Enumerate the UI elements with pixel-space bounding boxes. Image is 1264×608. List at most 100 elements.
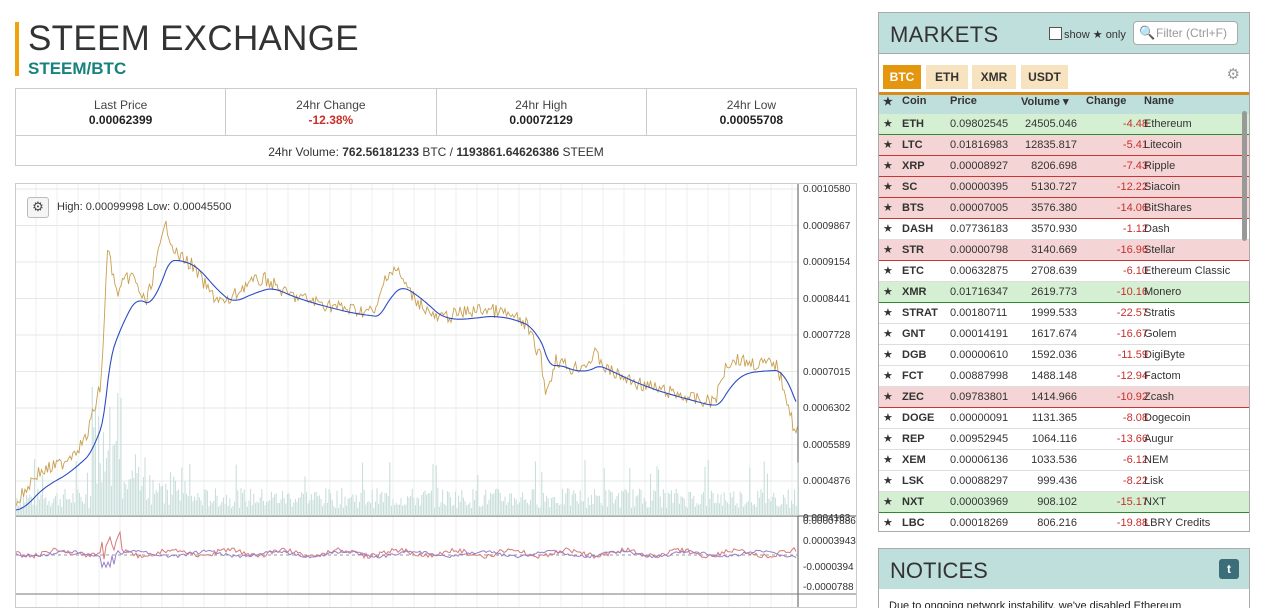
market-price: 0.00006136 xyxy=(950,454,1009,466)
price-chart[interactable]: ⚙ High: 0.00099998 Low: 0.00045500 0.001… xyxy=(15,183,857,608)
market-row-strat[interactable]: ★ STRAT 0.00180711 1999.533 -22.57 Stratis xyxy=(879,303,1249,324)
markets-settings-gear-icon[interactable]: ⚙ xyxy=(1226,66,1240,83)
favorite-star-icon[interactable]: ★ xyxy=(883,223,893,235)
market-name: Lisk xyxy=(1144,475,1164,487)
market-price: 0.00008927 xyxy=(950,160,1009,172)
market-row-xrp[interactable]: ★ XRP 0.00008927 8206.698 -7.43 Ripple xyxy=(879,156,1249,177)
favorite-star-icon[interactable]: ★ xyxy=(883,307,893,319)
notices-header: NOTICES t xyxy=(879,549,1249,589)
stat-label: 24hr High xyxy=(515,98,568,112)
market-row-dgb[interactable]: ★ DGB 0.00000610 1592.036 -11.59 DigiByte xyxy=(879,345,1249,366)
market-name: BitShares xyxy=(1144,202,1192,214)
market-volume: 1488.148 xyxy=(1031,370,1077,382)
market-row-fct[interactable]: ★ FCT 0.00887998 1488.148 -12.94 Factom xyxy=(879,366,1249,387)
favorite-star-icon[interactable]: ★ xyxy=(883,244,893,256)
market-price: 0.00887998 xyxy=(950,370,1009,382)
market-row-doge[interactable]: ★ DOGE 0.00000091 1131.365 -8.08 Dogecoin xyxy=(879,408,1249,429)
market-change: -12.22 xyxy=(1116,181,1148,193)
market-row-etc[interactable]: ★ ETC 0.00632875 2708.639 -6.10 Ethereum Clas… xyxy=(879,261,1249,282)
col-change[interactable]: Change xyxy=(1086,95,1127,107)
page-title: STEEM EXCHANGE xyxy=(28,19,359,58)
market-change: -13.66 xyxy=(1116,433,1148,445)
market-row-zec[interactable]: ★ ZEC 0.09783801 1414.966 -10.92 Zcash xyxy=(879,387,1249,408)
favorite-star-icon[interactable]: ★ xyxy=(883,349,893,361)
market-row-xmr[interactable]: ★ XMR 0.01716347 2619.773 -10.16 Monero xyxy=(879,282,1249,303)
market-row-sc[interactable]: ★ SC 0.00000395 5130.727 -12.22 Siacoin xyxy=(879,177,1249,198)
market-change: -8.08 xyxy=(1122,412,1148,424)
market-row-lbc[interactable]: ★ LBC 0.00018269 806.216 -19.88 LBRY Credits xyxy=(879,513,1249,531)
tab-xmr[interactable]: XMR xyxy=(972,65,1016,89)
notices-panel: NOTICES t Due to ongoing network instabi… xyxy=(878,548,1250,608)
market-row-eth[interactable]: ★ ETH 0.09802545 24505.046 -4.48 Ethereum xyxy=(879,114,1249,135)
price-tick-label: 0.0007015 xyxy=(803,366,851,378)
favorite-star-icon[interactable]: ★ xyxy=(883,412,893,424)
favorite-star-icon[interactable]: ★ xyxy=(883,286,893,298)
market-row-lsk[interactable]: ★ LSK 0.00088297 999.436 -8.22 Lisk xyxy=(879,471,1249,492)
price-chart-canvas[interactable] xyxy=(16,184,857,608)
market-name: DigiByte xyxy=(1144,349,1185,361)
market-row-dash[interactable]: ★ DASH 0.07736183 3570.930 -1.12 Dash xyxy=(879,219,1249,240)
market-coin: DGB xyxy=(902,349,927,361)
favorites-checkbox[interactable] xyxy=(1049,27,1062,40)
markets-table-body: ★ ETH 0.09802545 24505.046 -4.48 Ethereum ★ LTC… xyxy=(879,114,1249,531)
stat-value: 0.00072129 xyxy=(509,113,573,127)
market-change: -19.88 xyxy=(1116,517,1148,529)
favorite-star-icon[interactable]: ★ xyxy=(883,370,893,382)
market-volume: 908.102 xyxy=(1037,496,1077,508)
market-volume: 24505.046 xyxy=(1025,118,1077,130)
market-tabs: BTC ETH XMR USDT ⚙ xyxy=(879,54,1249,95)
favorite-star-icon[interactable]: ★ xyxy=(883,160,893,172)
market-change: -1.12 xyxy=(1122,223,1148,235)
market-volume: 806.216 xyxy=(1037,517,1077,529)
tab-usdt[interactable]: USDT xyxy=(1021,65,1068,89)
favorite-star-icon[interactable]: ★ xyxy=(883,517,893,529)
favorite-star-icon[interactable]: ★ xyxy=(883,202,893,214)
market-row-str[interactable]: ★ STR 0.00000798 3140.669 -16.96 Stellar xyxy=(879,240,1249,261)
price-tick-label: 0.0004876 xyxy=(803,476,851,487)
price-tick-label: 0.0007728 xyxy=(803,330,851,341)
tab-btc[interactable]: BTC xyxy=(883,65,921,89)
show-favorites-toggle[interactable]: show ★ only xyxy=(1049,27,1126,41)
favorite-star-icon[interactable]: ★ xyxy=(883,139,893,151)
market-volume: 1064.116 xyxy=(1031,433,1077,445)
favorite-star-icon[interactable]: ★ xyxy=(883,181,893,193)
price-tick-label: 0.0010580 xyxy=(803,184,851,195)
market-row-xem[interactable]: ★ XEM 0.00006136 1033.536 -6.12 NEM xyxy=(879,450,1249,471)
market-row-ltc[interactable]: ★ LTC 0.01816983 12835.817 -5.41 Litecoin xyxy=(879,135,1249,156)
indicator-tick-label: 0.00003943 xyxy=(803,536,856,547)
stat-label: 24hr Low xyxy=(726,98,777,112)
volume-steem-unit: STEEM xyxy=(559,145,604,159)
market-row-nxt[interactable]: ★ NXT 0.00003969 908.102 -15.17 NXT xyxy=(879,492,1249,513)
market-coin: DASH xyxy=(902,223,934,235)
col-coin[interactable]: Coin xyxy=(902,95,927,107)
ema-line xyxy=(16,259,797,511)
market-volume: 1414.966 xyxy=(1031,391,1077,403)
market-row-bts[interactable]: ★ BTS 0.00007005 3576.380 -14.06 BitShares xyxy=(879,198,1249,219)
market-row-rep[interactable]: ★ REP 0.00952945 1064.116 -13.66 Augur xyxy=(879,429,1249,450)
tab-eth[interactable]: ETH xyxy=(926,65,968,89)
show-only-label: show xyxy=(1064,29,1090,41)
favorite-star-icon[interactable]: ★ xyxy=(883,391,893,403)
price-tick-label: 0.0005589 xyxy=(803,439,851,451)
favorite-star-icon[interactable]: ★ xyxy=(883,265,893,277)
favorite-star-icon[interactable]: ★ xyxy=(883,328,893,340)
market-name: Siacoin xyxy=(1144,181,1181,193)
favorite-star-icon[interactable]: ★ xyxy=(883,454,893,466)
volume-btc: 762.56181233 xyxy=(342,145,419,159)
favorite-star-icon[interactable]: ★ xyxy=(883,433,893,445)
markets-scrollbar[interactable] xyxy=(1242,111,1247,241)
twitter-icon[interactable]: t xyxy=(1219,559,1239,579)
col-name[interactable]: Name xyxy=(1144,95,1174,107)
market-row-gnt[interactable]: ★ GNT 0.00014191 1617.674 -16.67 Golem xyxy=(879,324,1249,345)
market-change: -11.59 xyxy=(1117,349,1148,361)
favorite-star-icon[interactable]: ★ xyxy=(883,496,893,508)
col-price[interactable]: Price xyxy=(950,95,977,107)
col-volume[interactable]: Volume ▾ xyxy=(1021,96,1069,108)
market-name: Ethereum xyxy=(1144,118,1192,130)
chart-settings-gear-icon[interactable]: ⚙ xyxy=(27,197,49,218)
market-name: LBRY Credits xyxy=(1144,517,1211,529)
favorite-star-icon[interactable]: ★ xyxy=(883,118,893,130)
market-volume: 12835.817 xyxy=(1025,139,1077,151)
favorite-star-icon[interactable]: ★ xyxy=(883,475,893,487)
market-filter-input[interactable]: 🔍 Filter (Ctrl+F) xyxy=(1133,21,1238,45)
